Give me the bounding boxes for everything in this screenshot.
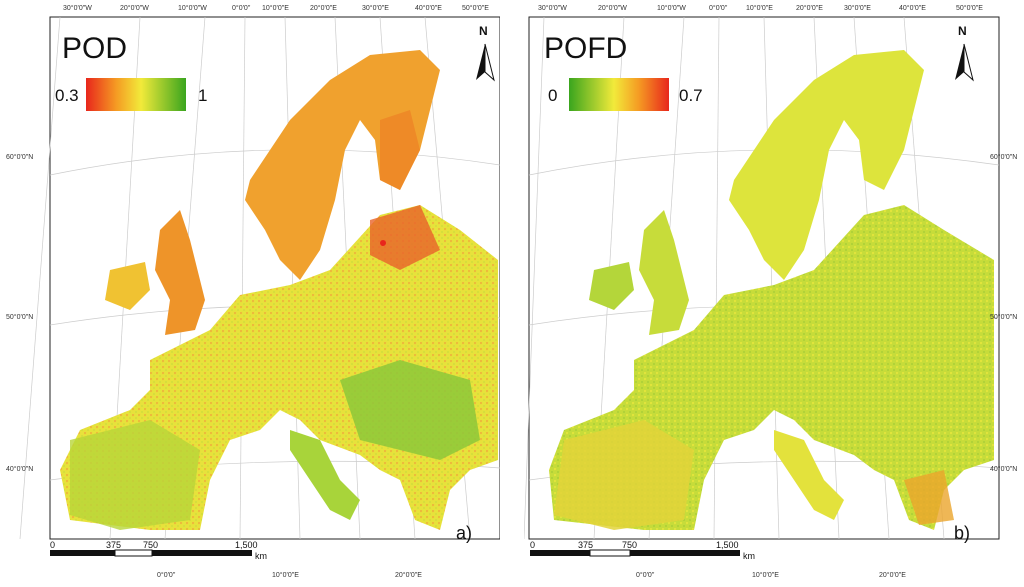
lon-label: 20°0'0"W xyxy=(598,5,627,12)
lat-label: 60°0'0"N xyxy=(6,154,34,161)
scale-tick-label: 750 xyxy=(143,540,159,550)
region-iberia xyxy=(554,420,694,530)
map-canvas xyxy=(19,16,500,557)
legend-gradient-pod xyxy=(86,78,186,111)
region-greece xyxy=(904,470,954,525)
map-panel-pod: 30°0'0"W 20°0'0"W 10°0'0"W 0°0'0" 10°0'0… xyxy=(0,0,500,587)
lat-label: 60°0'0"N xyxy=(990,154,1018,161)
scale-tick-label: 0 xyxy=(50,540,56,550)
scale-bar xyxy=(50,549,252,557)
region-great-britain xyxy=(155,210,205,335)
lon-label: 30°0'0"W xyxy=(538,5,567,12)
lon-label: 50°0'0"E xyxy=(956,5,983,12)
map-title: POFD xyxy=(544,32,628,65)
scale-bar xyxy=(530,549,740,557)
region-scandinavia xyxy=(245,50,440,280)
scale-tick-label: 375 xyxy=(106,540,122,550)
lon-label: 10°0'0"W xyxy=(657,5,686,12)
lon-label-bottom: 20°0'0"E xyxy=(395,572,422,579)
scale-unit-label: km xyxy=(743,551,755,561)
lon-label: 50°0'0"E xyxy=(462,5,489,12)
lon-label: 0°0'0" xyxy=(709,5,728,12)
lon-label: 30°0'0"W xyxy=(63,5,92,12)
legend-min-label: 0.3 xyxy=(55,86,79,105)
region-scandinavia xyxy=(729,50,924,280)
lon-label: 20°0'0"E xyxy=(796,5,823,12)
north-label: N xyxy=(958,24,967,38)
north-arrow-icon xyxy=(955,43,974,82)
lon-label-bottom: 10°0'0"E xyxy=(272,572,299,579)
panel-label: b) xyxy=(954,523,971,543)
region-ireland xyxy=(105,262,150,310)
scale-tick-label: 1,500 xyxy=(235,540,258,550)
scale-tick-label: 1,500 xyxy=(716,540,739,550)
region-italy xyxy=(290,430,360,520)
lon-label-bottom: 20°0'0"E xyxy=(879,572,906,579)
region-italy xyxy=(774,430,844,520)
legend-min-label: 0 xyxy=(548,86,558,105)
lat-label: 40°0'0"N xyxy=(6,466,34,473)
scale-unit-label: km xyxy=(255,551,267,561)
hotspot-marker xyxy=(380,240,386,246)
lon-label: 10°0'0"E xyxy=(262,5,289,12)
lon-label: 40°0'0"E xyxy=(415,5,442,12)
map-title: POD xyxy=(62,32,128,65)
north-label: N xyxy=(479,24,488,38)
lat-label: 50°0'0"N xyxy=(990,314,1018,321)
scale-tick-label: 0 xyxy=(530,540,536,550)
map-canvas xyxy=(524,16,1000,557)
region-ireland xyxy=(589,262,634,310)
panel-label: a) xyxy=(456,523,473,543)
lon-label: 10°0'0"E xyxy=(746,5,773,12)
legend-max-label: 1 xyxy=(198,86,208,105)
region-carpathian-basin xyxy=(340,360,480,460)
lon-label: 40°0'0"E xyxy=(899,5,926,12)
lon-label: 30°0'0"E xyxy=(362,5,389,12)
lon-label-bottom: 10°0'0"E xyxy=(752,572,779,579)
lon-label: 30°0'0"E xyxy=(844,5,871,12)
lon-label: 0°0'0" xyxy=(232,5,251,12)
region-finland xyxy=(380,110,420,190)
map-panel-pofd: 30°0'0"W 20°0'0"W 10°0'0"W 0°0'0" 10°0'0… xyxy=(524,0,1024,587)
region-great-britain xyxy=(639,210,689,335)
lon-label-bottom: 0°0'0" xyxy=(636,572,655,579)
scale-tick-label: 750 xyxy=(622,540,638,550)
lon-label: 10°0'0"W xyxy=(178,5,207,12)
region-iberia xyxy=(70,420,200,530)
legend-gradient-pofd xyxy=(569,78,669,111)
region-baltics xyxy=(370,205,440,270)
lat-label: 40°0'0"N xyxy=(990,466,1018,473)
scale-tick-label: 375 xyxy=(578,540,594,550)
lon-label: 20°0'0"W xyxy=(120,5,149,12)
lon-label: 20°0'0"E xyxy=(310,5,337,12)
north-arrow-icon xyxy=(476,43,495,82)
lat-label: 50°0'0"N xyxy=(6,314,34,321)
legend-max-label: 0.7 xyxy=(679,86,703,105)
lon-label-bottom: 0°0'0" xyxy=(157,572,176,579)
